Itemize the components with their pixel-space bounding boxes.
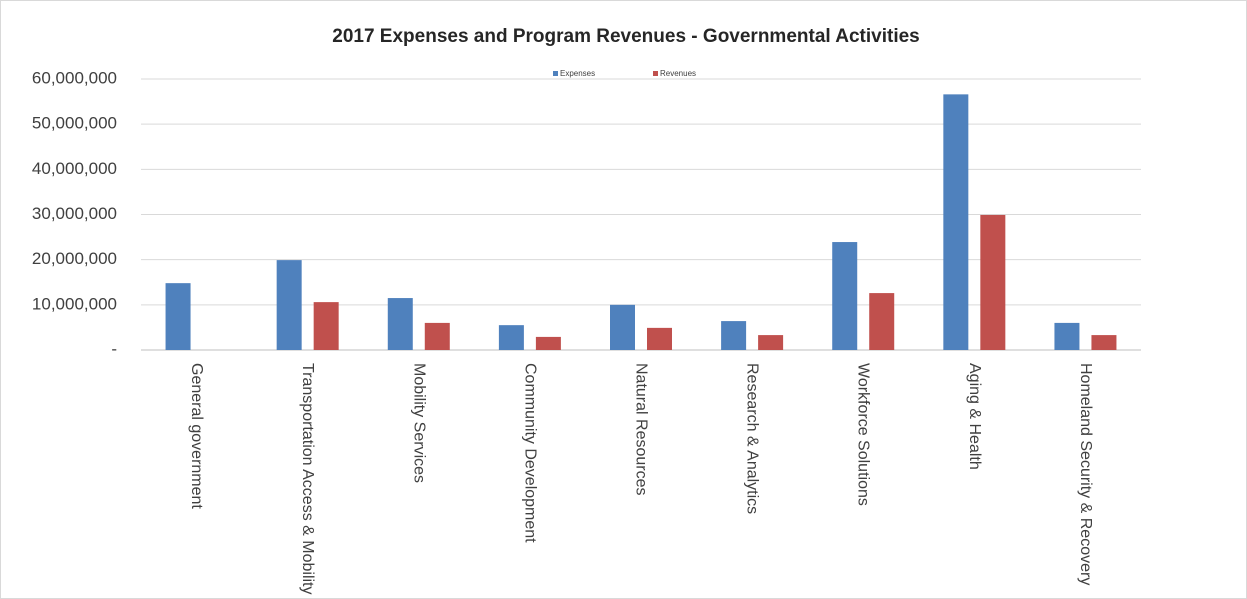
bar	[535, 336, 561, 350]
x-tick-label: Mobility Services	[410, 363, 428, 484]
bar	[758, 335, 784, 350]
y-tick-label: 50,000,000	[32, 114, 117, 133]
x-tick-label: Workforce Solutions	[854, 363, 872, 506]
x-tick-label: Transportation Access & Mobility	[299, 363, 317, 595]
x-tick-label: Homeland Security & Recovery	[1076, 363, 1094, 586]
legend-label: Expenses	[560, 69, 595, 78]
bar	[980, 214, 1006, 350]
x-tick-label: Community Development	[521, 363, 539, 543]
x-tick-label: Research & Analytics	[743, 363, 761, 515]
y-tick-label: 20,000,000	[32, 249, 117, 268]
x-tick-label: Aging & Health	[965, 363, 983, 470]
bar	[943, 94, 969, 351]
y-tick-label: 40,000,000	[32, 159, 117, 178]
bar	[387, 298, 413, 350]
legend-label: Revenues	[660, 69, 696, 78]
legend-swatch	[553, 71, 558, 76]
bar	[498, 325, 524, 350]
bar	[424, 322, 450, 350]
bar	[647, 327, 672, 350]
x-tick-label: General government	[188, 363, 206, 509]
y-tick-label: 10,000,000	[32, 294, 117, 313]
bar	[721, 321, 747, 350]
bar	[313, 302, 339, 350]
y-tick-label: 30,000,000	[32, 204, 117, 223]
bar	[165, 283, 191, 350]
bar	[1054, 322, 1080, 350]
bar	[832, 242, 858, 350]
legend-swatch	[653, 71, 658, 76]
chart-title: 2017 Expenses and Program Revenues - Gov…	[332, 26, 919, 47]
bar	[869, 293, 895, 350]
bar	[1091, 335, 1117, 350]
bar	[610, 304, 635, 350]
x-tick-label: Natural Resources	[632, 363, 650, 496]
bar	[276, 260, 302, 350]
y-tick-label: -	[111, 339, 117, 358]
y-tick-label: 60,000,000	[32, 68, 117, 87]
